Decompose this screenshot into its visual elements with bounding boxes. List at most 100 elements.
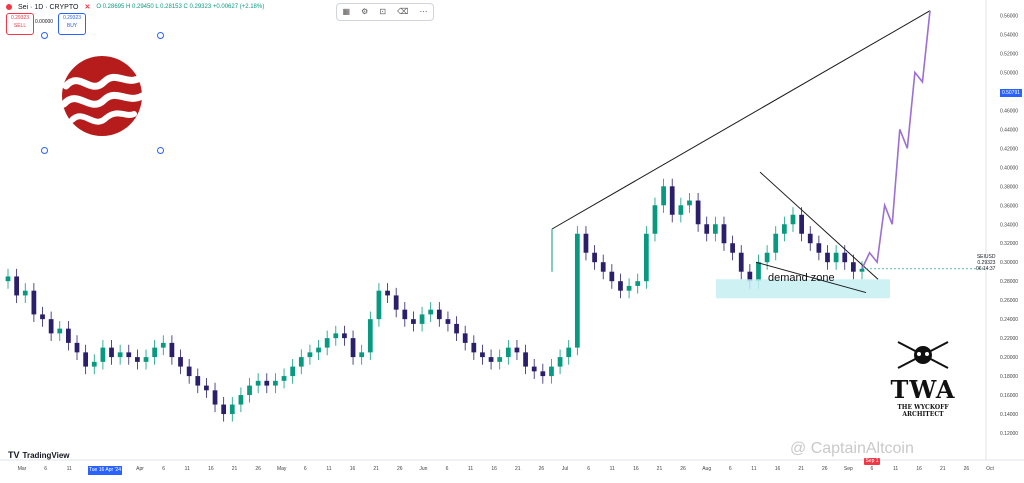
- trash-icon[interactable]: ⌫: [397, 7, 409, 16]
- candle-body: [825, 252, 830, 263]
- axis-symbol: SEIUSD: [976, 254, 996, 260]
- x-tick-label: 26: [397, 466, 403, 472]
- candle-body: [583, 233, 589, 253]
- selection-handle[interactable]: [157, 147, 164, 154]
- candle-body: [549, 366, 554, 377]
- x-tick-label: 21: [798, 466, 804, 472]
- candle-body: [316, 347, 321, 353]
- current-price-badge: 0.50791: [1000, 89, 1022, 97]
- x-tick-label: 11: [326, 466, 331, 472]
- candle-body: [350, 338, 356, 358]
- x-tick-label: 11: [67, 466, 72, 472]
- candle-body: [66, 328, 71, 343]
- candle-body: [652, 205, 658, 234]
- x-tick-label: Apr: [136, 466, 144, 472]
- sell-button[interactable]: 0.29323 SELL: [6, 13, 34, 35]
- demand-zone-box: [716, 279, 890, 299]
- candle-body: [135, 357, 140, 362]
- candle-body: [307, 352, 313, 358]
- candle-body: [643, 233, 649, 282]
- selection-handle[interactable]: [41, 32, 48, 39]
- x-tick-label: 6: [446, 466, 449, 472]
- candle-body: [160, 342, 166, 348]
- candle-body: [290, 366, 296, 377]
- symbol-line: Sei · 1D · CRYPTO: [18, 3, 79, 11]
- x-tick-label: 16: [775, 466, 781, 472]
- candle-body: [281, 376, 287, 381]
- candle-body: [462, 333, 468, 343]
- x-tick-label: 21: [373, 466, 379, 472]
- candle-body: [342, 333, 347, 339]
- candle-body: [816, 243, 822, 253]
- x-tick-label: Jul: [562, 466, 568, 472]
- x-tick-label: 11: [185, 466, 190, 472]
- candle-body: [618, 281, 623, 291]
- y-tick-label: 0.24000: [1000, 317, 1018, 323]
- tradingview-logo[interactable]: TV TradingView: [8, 450, 70, 460]
- y-tick-label: 0.22000: [1000, 336, 1018, 342]
- candle-body: [842, 252, 848, 263]
- candle-body: [514, 347, 520, 353]
- candle-body: [359, 352, 365, 358]
- x-tick-label: 6: [871, 466, 874, 472]
- x-tick-label: Oct: [986, 466, 994, 472]
- x-tick-label: 16: [208, 466, 214, 472]
- candle-body: [83, 352, 89, 367]
- candle-body: [781, 224, 787, 234]
- candle-body: [799, 214, 804, 234]
- x-tick-label: Aug: [702, 466, 711, 472]
- sei-symbol-icon: [6, 4, 12, 10]
- candle-body: [117, 352, 123, 358]
- candle-body: [143, 357, 149, 362]
- y-tick-label: 0.40000: [1000, 165, 1018, 171]
- sei-logo-icon: [60, 56, 146, 136]
- y-tick-label: 0.44000: [1000, 127, 1018, 133]
- close-icon[interactable]: ✕: [84, 4, 91, 11]
- twa-watermark-logo: TWA THE WYCKOFF ARCHITECT: [880, 340, 966, 418]
- candle-body: [221, 404, 227, 415]
- candle-body: [152, 347, 158, 358]
- candle-body: [186, 366, 192, 377]
- candle-body: [669, 186, 675, 215]
- settings-icon[interactable]: ⚙: [361, 7, 369, 16]
- candle-body: [255, 380, 261, 386]
- template-icon[interactable]: ▦: [342, 7, 351, 16]
- x-tick-label: 21: [940, 466, 946, 472]
- candle-body: [298, 357, 304, 367]
- wedge-lower-line: [755, 261, 867, 294]
- selection-handle[interactable]: [41, 147, 48, 154]
- more-icon[interactable]: ⋯: [419, 7, 428, 16]
- x-tick-label: 26: [539, 466, 545, 472]
- buy-price: 0.29323: [62, 15, 82, 21]
- x-tick-label: 6: [729, 466, 732, 472]
- candle-body: [704, 224, 710, 234]
- x-tick-label: 11: [893, 466, 898, 472]
- drawing-toolbar: ▦ ⚙ ⊡ ⌫ ⋯: [336, 3, 434, 21]
- lock-icon[interactable]: ⊡: [379, 7, 387, 16]
- crosshair-date-badge: Tue 16 Apr '24: [88, 466, 122, 475]
- x-tick-label: 16: [916, 466, 922, 472]
- y-tick-label: 0.52000: [1000, 51, 1018, 57]
- candle-body: [5, 276, 11, 282]
- y-tick-label: 0.56000: [1000, 13, 1018, 19]
- candle-body: [695, 200, 701, 225]
- y-tick-label: 0.34000: [1000, 222, 1018, 228]
- candle-body: [738, 252, 744, 272]
- candle-body: [851, 262, 856, 272]
- candle-body: [273, 380, 278, 386]
- candle-body: [74, 342, 80, 353]
- candle-body: [756, 262, 761, 282]
- tradingview-icon: TV: [8, 450, 20, 460]
- y-tick-label: 0.20000: [1000, 355, 1018, 361]
- axis-countdown: 06:14:37: [976, 266, 996, 272]
- candle-body: [678, 205, 684, 215]
- x-tick-label: Mar: [18, 466, 27, 472]
- y-tick-label: 0.54000: [1000, 32, 1018, 38]
- buy-button[interactable]: 0.29323 BUY: [58, 13, 86, 35]
- twa-line1: THE WYCKOFF: [897, 404, 949, 411]
- candle-body: [436, 309, 442, 320]
- selection-handle[interactable]: [157, 32, 164, 39]
- demand-zone-label: demand zone: [768, 272, 835, 284]
- candle-body: [635, 281, 641, 286]
- x-tick-label: 26: [680, 466, 686, 472]
